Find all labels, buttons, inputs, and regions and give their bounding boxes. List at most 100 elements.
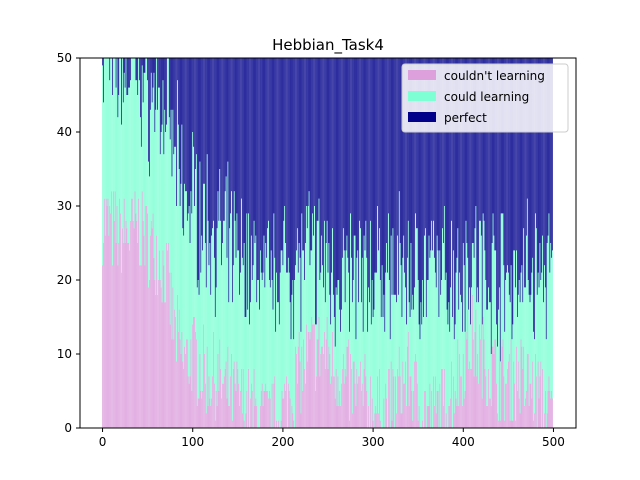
bar-could-learning: [245, 317, 247, 414]
bar-could-learning: [130, 80, 131, 221]
bar-could-learning: [464, 331, 466, 391]
bar-could-learning: [377, 206, 378, 377]
bar-could-learning: [164, 109, 166, 303]
bar-couldnt-learning: [504, 420, 506, 428]
bar-could-learning: [519, 302, 521, 414]
bar-perfect: [387, 58, 388, 273]
bar-perfect: [311, 58, 313, 251]
bar-could-learning: [267, 228, 268, 391]
bar-perfect: [423, 58, 424, 317]
bar-could-learning: [503, 265, 505, 377]
bar-could-learning: [543, 302, 544, 428]
bar-could-learning: [347, 257, 349, 347]
bar-perfect: [205, 58, 207, 288]
bar-could-learning: [149, 176, 150, 280]
bar-perfect: [295, 58, 296, 266]
bar-perfect: [147, 58, 148, 81]
bar-perfect: [510, 58, 512, 266]
bar-could-learning: [234, 220, 236, 384]
bar-couldnt-learning: [135, 213, 137, 428]
bar-could-learning: [374, 272, 376, 414]
bar-could-learning: [395, 294, 396, 377]
bar-perfect: [233, 58, 235, 192]
bar-perfect: [177, 58, 178, 81]
bar-perfect: [537, 58, 539, 273]
bar-could-learning: [104, 58, 106, 236]
bar-couldnt-learning: [433, 376, 434, 428]
bar-couldnt-learning: [477, 354, 479, 428]
bar-could-learning: [434, 257, 435, 406]
bar-couldnt-learning: [319, 376, 321, 428]
bar-could-learning: [462, 331, 463, 406]
bar-couldnt-learning: [195, 339, 197, 428]
bar-could-learning: [407, 257, 408, 347]
bar-couldnt-learning: [125, 220, 127, 428]
bar-could-learning: [124, 87, 126, 243]
bar-couldnt-learning: [480, 339, 481, 428]
bar-could-learning: [278, 324, 280, 428]
bar-couldnt-learning: [442, 368, 443, 428]
bar-couldnt-learning: [250, 383, 252, 428]
bar-perfect: [324, 58, 325, 221]
bar-couldnt-learning: [217, 354, 219, 428]
bar-could-learning: [198, 294, 200, 399]
bar-couldnt-learning: [223, 383, 224, 428]
bar-could-learning: [182, 228, 184, 362]
bar-couldnt-learning: [483, 339, 485, 428]
bar-perfect: [309, 58, 311, 266]
bar-could-learning: [306, 206, 307, 325]
bar-could-learning: [277, 302, 278, 428]
bar-could-learning: [127, 95, 129, 243]
bar-couldnt-learning: [184, 346, 185, 428]
bar-couldnt-learning: [344, 368, 346, 428]
bar-could-learning: [313, 235, 314, 325]
bar-perfect: [287, 58, 289, 258]
bar-could-learning: [379, 228, 380, 369]
bar-couldnt-learning: [165, 302, 167, 428]
bar-could-learning: [341, 309, 342, 384]
bar-perfect: [360, 58, 361, 229]
bar-couldnt-learning: [123, 198, 125, 428]
bar-perfect: [217, 58, 219, 192]
bar-could-learning: [147, 80, 148, 214]
bar-couldnt-learning: [517, 361, 519, 428]
bar-couldnt-learning: [426, 405, 428, 428]
bar-perfect: [222, 58, 223, 243]
bar-couldnt-learning: [203, 324, 204, 428]
bar-perfect: [526, 58, 527, 236]
bar-perfect: [276, 58, 277, 273]
bar-could-learning: [158, 87, 159, 280]
bar-couldnt-learning: [232, 368, 234, 428]
bar-perfect: [503, 58, 505, 266]
bar-could-learning: [535, 228, 537, 377]
bar-couldnt-learning: [212, 376, 213, 428]
bar-couldnt-learning: [276, 420, 277, 428]
bar-could-learning: [378, 250, 379, 414]
bar-perfect: [443, 58, 444, 243]
bar-perfect: [242, 58, 244, 266]
bar-couldnt-learning: [525, 398, 526, 428]
bar-could-learning: [291, 294, 293, 406]
bar-could-learning: [393, 294, 395, 377]
bar-could-learning: [162, 80, 164, 251]
bar-perfect: [184, 58, 185, 184]
bar-perfect: [432, 58, 433, 251]
bar-could-learning: [479, 220, 480, 325]
bar-could-learning: [281, 250, 283, 391]
bar-couldnt-learning: [326, 317, 328, 428]
bar-perfect: [453, 58, 455, 340]
bar-perfect: [204, 58, 206, 243]
bar-perfect: [291, 58, 293, 295]
bar-perfect: [388, 58, 390, 280]
bar-perfect: [552, 58, 553, 251]
bar-could-learning: [148, 161, 149, 288]
bar-could-learning: [105, 58, 107, 199]
bar-could-learning: [330, 324, 332, 384]
bar-could-learning: [320, 272, 322, 354]
bar-could-learning: [274, 257, 276, 377]
bar-couldnt-learning: [116, 206, 118, 428]
bar-could-learning: [385, 272, 387, 384]
bar-could-learning: [278, 302, 279, 421]
bar-could-learning: [287, 257, 289, 384]
bar-couldnt-learning: [407, 331, 409, 428]
